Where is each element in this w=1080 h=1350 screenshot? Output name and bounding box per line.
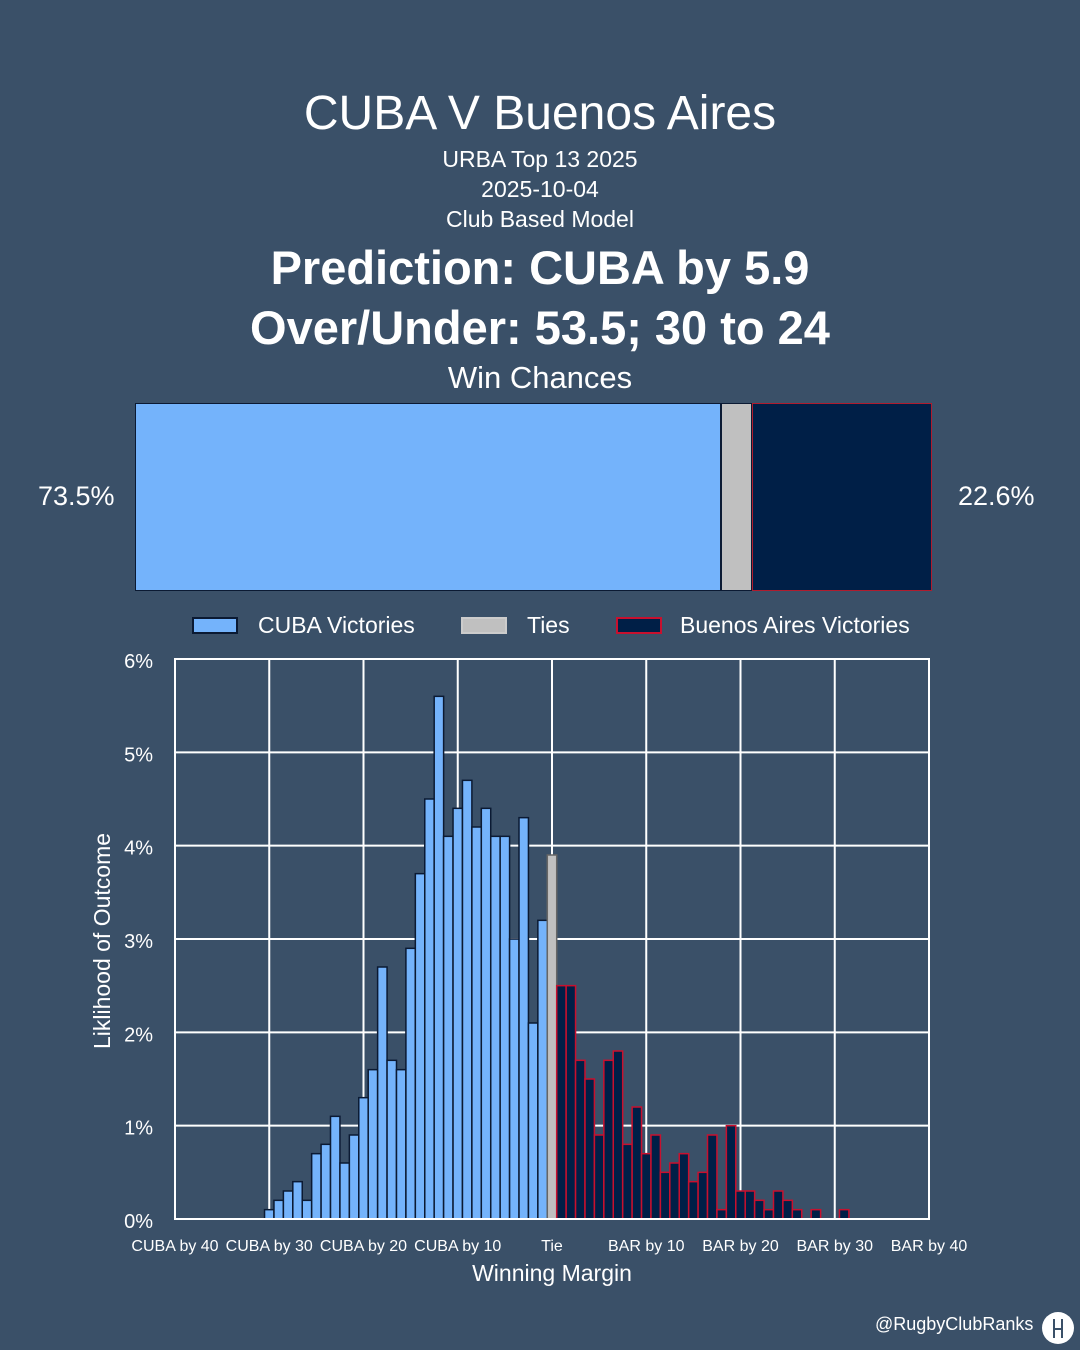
bar-home [500, 836, 509, 1219]
bar-home [444, 836, 453, 1219]
bar-home [331, 1116, 340, 1219]
bar-home [359, 1098, 368, 1219]
bar-home [368, 1070, 377, 1219]
bar-away [726, 1126, 735, 1219]
bar-home [312, 1154, 321, 1219]
x-axis-label: Winning Margin [472, 1260, 632, 1286]
bar-home [519, 818, 528, 1219]
bar-away [708, 1135, 717, 1219]
bar-away [557, 986, 566, 1219]
bar-home [387, 1060, 396, 1219]
bar-away [717, 1210, 726, 1219]
bar-tie [547, 855, 556, 1219]
x-tick-label: BAR by 40 [891, 1238, 968, 1255]
y-tick-label: 4% [124, 838, 153, 860]
bar-home [283, 1191, 292, 1219]
bar-away [585, 1079, 594, 1219]
bar-home [406, 948, 415, 1219]
bar-away [670, 1163, 679, 1219]
bar-home [396, 1070, 405, 1219]
x-tick-label: BAR by 10 [608, 1238, 685, 1255]
bar-home [538, 920, 547, 1219]
y-tick-label: 3% [124, 931, 153, 953]
credit-handle: @RugbyClubRanks [875, 1314, 1033, 1335]
bar-home [293, 1182, 302, 1219]
x-tick-label: CUBA by 10 [414, 1238, 501, 1255]
bar-away [594, 1135, 603, 1219]
bar-home [434, 696, 443, 1219]
bar-away [689, 1182, 698, 1219]
bar-home [510, 939, 519, 1219]
bar-away [566, 986, 575, 1219]
bar-home [302, 1200, 311, 1219]
bar-away [660, 1172, 669, 1219]
chart-bars [265, 696, 849, 1219]
bar-away [783, 1200, 792, 1219]
rugby-posts-icon [1042, 1312, 1074, 1344]
bar-home [265, 1210, 274, 1219]
bar-away [764, 1210, 773, 1219]
x-tick-label: BAR by 30 [797, 1238, 874, 1255]
bar-away [632, 1107, 641, 1219]
x-tick-label: CUBA by 20 [320, 1238, 407, 1255]
bar-away [773, 1191, 782, 1219]
y-tick-label: 0% [124, 1211, 153, 1233]
bar-home [453, 808, 462, 1219]
bar-home [274, 1200, 283, 1219]
bar-home [378, 967, 387, 1219]
bar-away [651, 1135, 660, 1219]
bar-away [745, 1191, 754, 1219]
x-tick-label: Tie [541, 1238, 563, 1255]
y-tick-label: 6% [124, 651, 153, 673]
y-axis-label: Liklihood of Outcome [89, 833, 115, 1049]
y-tick-label: 2% [124, 1024, 153, 1046]
bar-home [528, 1023, 537, 1219]
bar-home [349, 1135, 358, 1219]
bar-home [481, 808, 490, 1219]
margin-histogram: CUBA by 40 CUBA by 30 CUBA by 20 CUBA by 10… [0, 0, 1080, 1300]
bar-away [642, 1154, 651, 1219]
logo [1042, 1312, 1074, 1344]
bar-away [792, 1210, 801, 1219]
x-tick-label: CUBA by 40 [131, 1238, 218, 1255]
bar-home [415, 874, 424, 1219]
bar-home [340, 1163, 349, 1219]
bar-away [576, 1060, 585, 1219]
bar-away [604, 1060, 613, 1219]
bar-away [755, 1200, 764, 1219]
bar-home [321, 1144, 330, 1219]
bar-away [679, 1154, 688, 1219]
bar-home [462, 780, 471, 1219]
y-tick-label: 1% [124, 1118, 153, 1140]
bar-away [698, 1172, 707, 1219]
bar-away [811, 1210, 820, 1219]
bar-away [839, 1210, 848, 1219]
bar-away [623, 1144, 632, 1219]
bar-away [613, 1051, 622, 1219]
bar-away [736, 1191, 745, 1219]
bar-home [491, 836, 500, 1219]
x-tick-label: BAR by 20 [702, 1238, 779, 1255]
y-tick-label: 5% [124, 744, 153, 766]
bar-home [472, 827, 481, 1219]
x-tick-label: CUBA by 30 [226, 1238, 313, 1255]
bar-home [425, 799, 434, 1219]
